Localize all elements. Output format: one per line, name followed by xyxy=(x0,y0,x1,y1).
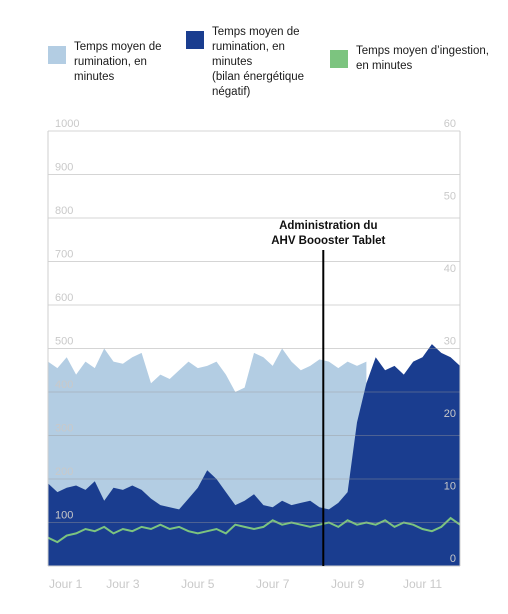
legend-label-ingestion: Temps moyen d’ingestion, en minutes xyxy=(356,45,489,72)
x-tick-1: Jour 1 xyxy=(49,577,83,591)
y-right-tick-60: 60 xyxy=(444,118,456,130)
legend-swatch-dark-blue xyxy=(186,31,204,49)
y-right-tick-10: 10 xyxy=(444,481,456,493)
y-left-tick-700: 700 xyxy=(55,249,73,261)
y-left-tick-600: 600 xyxy=(55,292,73,304)
y-right-tick-50: 50 xyxy=(444,191,456,203)
y-left-tick-900: 900 xyxy=(55,162,73,174)
legend-label-rumination-negative-balance: Temps moyen de rumination, en minutes (b… xyxy=(212,26,305,98)
y-right-tick-20: 20 xyxy=(444,408,456,420)
y-left-tick-1000: 1000 xyxy=(55,118,79,130)
y-left-tick-400: 400 xyxy=(55,379,73,391)
y-right-tick-0: 0 xyxy=(450,553,456,565)
y-left-tick-300: 300 xyxy=(55,423,73,435)
x-tick-3: Jour 3 xyxy=(106,577,140,591)
annotation-label-line-1: Administration du xyxy=(279,220,377,232)
x-tick-5: Jour 5 xyxy=(181,577,215,591)
legend-label-rumination: Temps moyen de rumination, en minutes xyxy=(74,41,162,83)
annotation-label-line-2: AHV Boooster Tablet xyxy=(271,235,385,247)
y-right-tick-40: 40 xyxy=(444,263,456,275)
legend: Temps moyen de rumination, en minutes Te… xyxy=(0,0,508,110)
series-line-ingestion xyxy=(47,516,461,544)
legend-swatch-light-blue xyxy=(48,46,66,64)
legend-item-rumination-negative-balance: Temps moyen de rumination, en minutes (b… xyxy=(186,25,332,100)
legend-swatch-green xyxy=(330,50,348,68)
x-tick-11: Jour 11 xyxy=(403,577,442,591)
y-left-tick-100: 100 xyxy=(55,510,73,522)
y-left-tick-800: 800 xyxy=(55,205,73,217)
legend-item-rumination: Temps moyen de rumination, en minutes xyxy=(48,40,184,85)
y-left-tick-500: 500 xyxy=(55,336,73,348)
y-right-tick-30: 30 xyxy=(444,336,456,348)
y-left-tick-200: 200 xyxy=(55,466,73,478)
legend-item-ingestion: Temps moyen d’ingestion, en minutes xyxy=(330,44,508,74)
x-tick-7: Jour 7 xyxy=(256,577,290,591)
series-area-1 xyxy=(48,344,460,566)
x-tick-9: Jour 9 xyxy=(331,577,365,591)
